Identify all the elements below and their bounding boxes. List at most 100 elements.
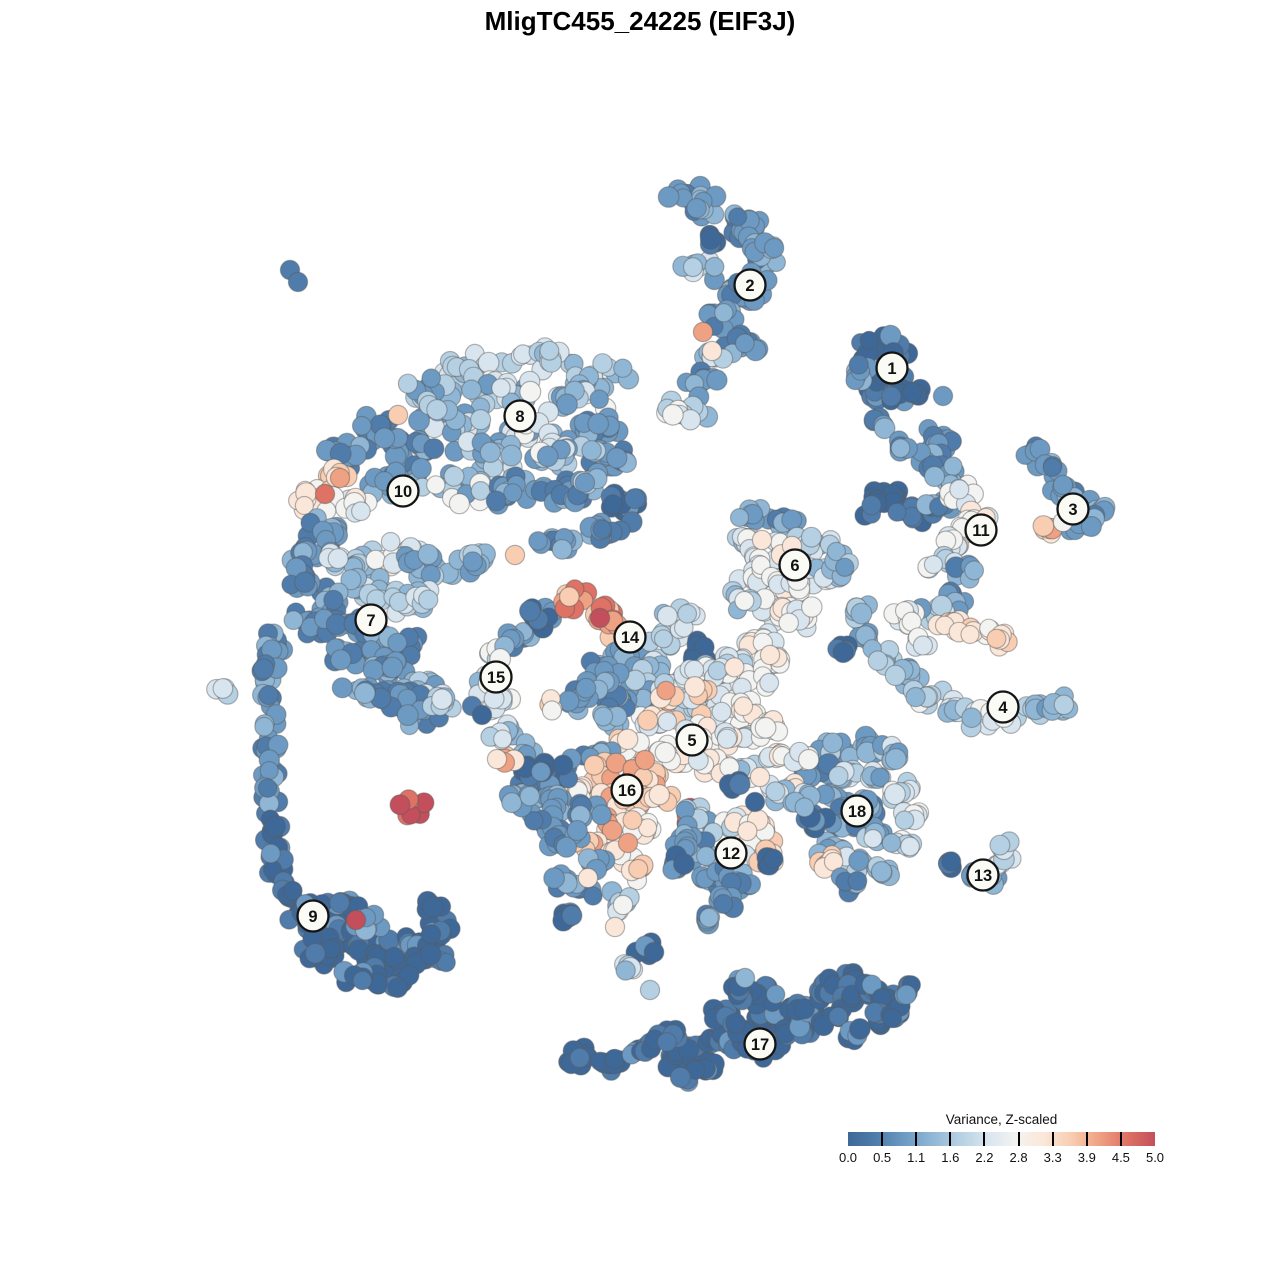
- cluster-label-number: 9: [308, 908, 317, 926]
- scatter-point: [519, 785, 541, 807]
- scatter-point: [420, 924, 442, 945]
- scatter-point: [637, 818, 658, 838]
- scatter-point: [613, 358, 633, 378]
- cluster-label-circle: [354, 603, 388, 637]
- scatter-point: [1042, 457, 1063, 478]
- scatter-point: [657, 186, 680, 208]
- scatter-point: [634, 749, 656, 771]
- scatter-point: [850, 602, 873, 625]
- scatter-point: [604, 916, 626, 938]
- scatter-point: [822, 732, 844, 754]
- scatter-point: [716, 728, 738, 750]
- scatter-point: [431, 688, 453, 710]
- points-layer: [206, 175, 1116, 1092]
- scatter-point: [759, 644, 781, 666]
- colorbar-tick-label: 3.9: [1077, 1150, 1096, 1165]
- cluster-label-12: 12: [714, 836, 748, 870]
- scatter-point: [519, 380, 542, 403]
- scatter-point: [536, 445, 559, 468]
- scatter-point: [1080, 515, 1103, 538]
- cluster-label-number: 2: [745, 277, 754, 295]
- scatter-point: [835, 557, 855, 578]
- scatter-point: [387, 404, 409, 426]
- scatter-point: [912, 635, 934, 656]
- colorbar-tick: [1051, 1132, 1054, 1146]
- scatter-point: [351, 501, 371, 522]
- scatter-point: [477, 351, 500, 374]
- scatter-point: [479, 441, 502, 463]
- scatter-point: [639, 979, 661, 1001]
- scatter-point: [543, 867, 565, 889]
- cluster-label-circle: [613, 620, 647, 654]
- scatter-point: [260, 843, 281, 864]
- scatter-point: [683, 675, 706, 698]
- scatter-point: [606, 447, 628, 469]
- scatter-point: [964, 560, 985, 581]
- scatter-point: [859, 330, 879, 350]
- scatter-point: [448, 493, 470, 515]
- scatter-point: [257, 778, 278, 798]
- scatter-point: [304, 942, 326, 964]
- page-title: MligTC455_24225 (EIF3J): [484, 6, 796, 36]
- cluster-label-circle: [503, 399, 537, 433]
- scatter-point: [714, 303, 734, 323]
- colorbar-tick-label: 3.3: [1043, 1150, 1062, 1165]
- scatter-point: [662, 403, 684, 426]
- scatter-point: [365, 549, 386, 570]
- scatter-point: [648, 784, 671, 806]
- scatter-point: [592, 519, 612, 540]
- cluster-label-number: 11: [972, 522, 989, 540]
- cluster-label-17: 17: [743, 1027, 777, 1061]
- scatter-point: [682, 257, 703, 278]
- scatter-point: [583, 886, 603, 906]
- scatter-point: [656, 605, 678, 627]
- scatter-point: [754, 716, 777, 739]
- scatter-point: [863, 828, 883, 849]
- scatter-point: [870, 860, 893, 883]
- cluster-label-4: 4: [986, 690, 1020, 724]
- scatter-point: [329, 892, 351, 914]
- scatter-point: [986, 628, 1007, 649]
- cluster-label-number: 3: [1068, 501, 1077, 519]
- scatter-point: [624, 488, 646, 510]
- scatter-point: [826, 541, 847, 562]
- colorbar-tick-label: 1.1: [907, 1150, 926, 1165]
- scatter-point: [686, 197, 707, 219]
- scatter-point: [491, 378, 511, 398]
- scatter-point: [656, 1031, 677, 1052]
- scatter-point: [589, 607, 611, 629]
- scatter-point: [781, 509, 803, 531]
- scatter-point: [848, 354, 869, 375]
- scatter-point: [561, 904, 583, 926]
- cluster-label-number: 18: [848, 803, 866, 821]
- scatter-point: [883, 783, 906, 806]
- cluster-label-circle: [714, 836, 748, 870]
- cluster-label-circle: [479, 660, 513, 694]
- scatter-point: [351, 415, 372, 436]
- scatter-point: [873, 417, 896, 440]
- cluster-label-9: 9: [296, 899, 330, 933]
- scatter-point: [381, 656, 404, 679]
- scatter-point: [566, 819, 588, 842]
- scatter-point: [555, 836, 578, 858]
- scatter-point: [896, 984, 917, 1005]
- scatter-point: [673, 853, 695, 875]
- colorbar-tick: [1085, 1132, 1088, 1146]
- scatter-point: [264, 815, 287, 838]
- scatter-point: [800, 596, 823, 618]
- scatter-point: [713, 893, 734, 914]
- scatter-point: [426, 475, 446, 495]
- cluster-label-number: 10: [394, 483, 412, 501]
- scatter-point: [293, 571, 316, 593]
- scatter-point: [329, 467, 351, 489]
- cluster-label-11: 11: [964, 513, 998, 547]
- scatter-point: [812, 1014, 835, 1037]
- cluster-label-circle: [964, 513, 998, 547]
- scatter-point: [352, 970, 373, 991]
- scatter-point: [692, 321, 714, 343]
- scatter-point: [677, 603, 698, 624]
- scatter-point: [884, 747, 907, 770]
- scatter-point: [657, 711, 678, 732]
- scatter-point: [258, 684, 279, 706]
- scatter-point: [943, 456, 963, 476]
